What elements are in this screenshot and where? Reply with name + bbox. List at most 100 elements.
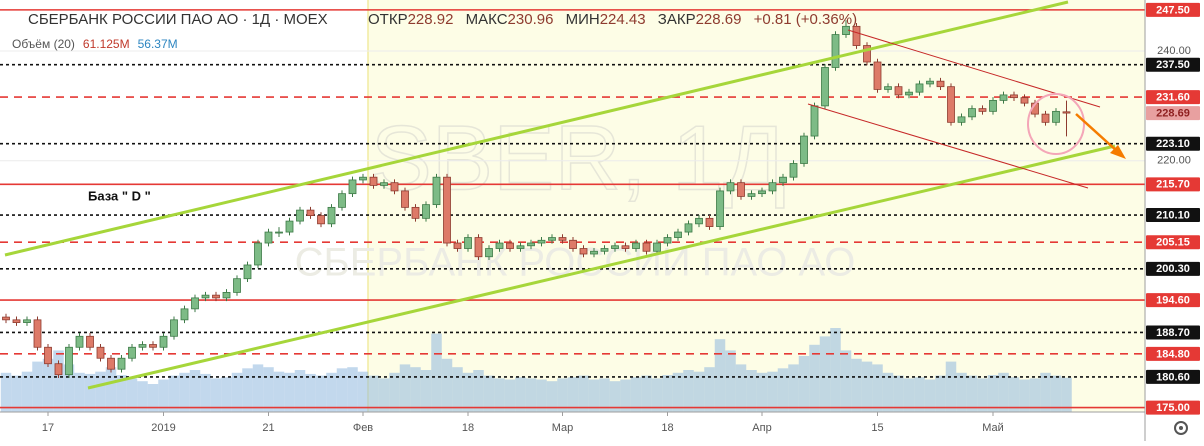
volume-bar xyxy=(326,372,337,412)
volume-bar xyxy=(147,384,159,412)
volume-bar xyxy=(840,350,852,412)
candle-body xyxy=(33,319,42,348)
candle-body xyxy=(453,242,462,249)
volume-bar xyxy=(1019,379,1030,412)
volume-bar xyxy=(32,361,43,412)
candle-body xyxy=(957,116,966,123)
candle-body xyxy=(569,239,577,249)
volume-bar xyxy=(903,378,915,412)
ohlc-header: ОТКР228.92 МАКС230.96 МИН224.43 ЗАКР228.… xyxy=(368,11,857,28)
candle-body xyxy=(831,34,840,68)
candle-body xyxy=(737,182,745,197)
level-tag xyxy=(1146,2,1200,17)
volume-bar xyxy=(399,364,411,412)
volume-bar xyxy=(977,378,988,412)
volume-bar xyxy=(914,377,925,412)
gear[interactable] xyxy=(1174,421,1188,435)
y-tick-label: 240.00 xyxy=(1157,45,1191,57)
candle-body xyxy=(915,83,924,93)
volume-bar xyxy=(462,372,474,412)
candle-body xyxy=(96,346,105,359)
volume-bar xyxy=(567,377,579,412)
level-tag xyxy=(1146,261,1200,276)
volume-bar xyxy=(735,364,747,412)
candle-body xyxy=(401,190,409,208)
candle-body xyxy=(191,297,199,310)
volume-bar xyxy=(263,367,274,412)
volume-bar xyxy=(452,367,463,412)
candle-body xyxy=(159,335,168,348)
volume-label: Объём (20) xyxy=(12,37,75,51)
volume-bar xyxy=(168,375,180,412)
level-label: 175.00 xyxy=(1156,402,1190,414)
candle-body xyxy=(632,242,640,249)
candle-body xyxy=(768,182,777,192)
candle-body xyxy=(800,135,808,164)
candle-body xyxy=(170,319,178,337)
x-tick-label: 21 xyxy=(262,422,274,434)
volume-bar xyxy=(389,372,400,412)
volume-bar xyxy=(315,375,327,412)
settings-icon[interactable] xyxy=(1174,421,1188,435)
candle-body xyxy=(149,344,157,348)
candle-body xyxy=(926,80,934,85)
x-tick-label: Май xyxy=(982,422,1004,434)
volume-bar xyxy=(368,375,379,412)
candle-body xyxy=(894,86,903,96)
candle-body xyxy=(44,346,52,365)
x-tick-label: Мар xyxy=(552,422,574,434)
volume-bar xyxy=(473,370,484,412)
change: +0.81 (+0.36%) xyxy=(754,11,857,28)
candle-body xyxy=(684,223,693,233)
level-label: 188.70 xyxy=(1156,327,1190,339)
candle-body xyxy=(380,182,388,186)
volume-bar xyxy=(956,372,967,412)
candle-body xyxy=(474,237,483,258)
candle-body xyxy=(359,176,367,181)
volume-bar xyxy=(126,378,138,412)
candle-body xyxy=(590,250,598,255)
candle-body xyxy=(695,217,703,225)
x-tick-label: 18 xyxy=(661,422,673,434)
level-tag xyxy=(1146,346,1200,361)
volume-bar xyxy=(546,381,558,412)
candle-body xyxy=(873,61,882,90)
volume-bar xyxy=(137,381,148,412)
annotation: База " D " xyxy=(88,188,151,203)
volume-bar xyxy=(378,378,390,412)
candle-body xyxy=(495,242,504,249)
volume-bar xyxy=(515,377,526,412)
level-label: 215.70 xyxy=(1156,179,1190,191)
candle-body xyxy=(600,248,609,252)
candle-body xyxy=(821,67,829,107)
volume-bar xyxy=(861,361,873,412)
level-label: 237.50 xyxy=(1156,59,1190,71)
volume-bar xyxy=(536,379,547,412)
volume-bar xyxy=(746,370,757,412)
volume-bar xyxy=(221,377,232,412)
volume-bar xyxy=(588,379,600,412)
level-tag xyxy=(1146,90,1200,105)
candle-body xyxy=(642,242,651,252)
candle-body xyxy=(411,206,420,219)
candle-body xyxy=(390,182,399,192)
volume-bar xyxy=(431,333,442,412)
candle-body xyxy=(789,163,798,178)
level-tag xyxy=(1146,57,1200,72)
candle-body xyxy=(432,176,441,206)
candle-body xyxy=(338,193,346,208)
volume-ma: 56.37M xyxy=(138,37,178,51)
candle-body xyxy=(1041,113,1050,123)
candle-body xyxy=(999,94,1008,101)
candle-body xyxy=(86,335,94,348)
candle-body xyxy=(527,242,535,247)
candle-body xyxy=(138,344,147,348)
candle-body xyxy=(243,264,252,280)
level-tag xyxy=(1146,208,1200,223)
chart-title: СБЕРБАНК РОССИИ ПАО АО · 1Д · MOEX xyxy=(28,11,328,28)
volume-bar xyxy=(189,370,201,412)
volume-bar xyxy=(620,379,631,412)
volume-bar xyxy=(599,378,610,412)
gear-center[interactable] xyxy=(1179,426,1183,430)
volume-bar xyxy=(704,367,715,412)
